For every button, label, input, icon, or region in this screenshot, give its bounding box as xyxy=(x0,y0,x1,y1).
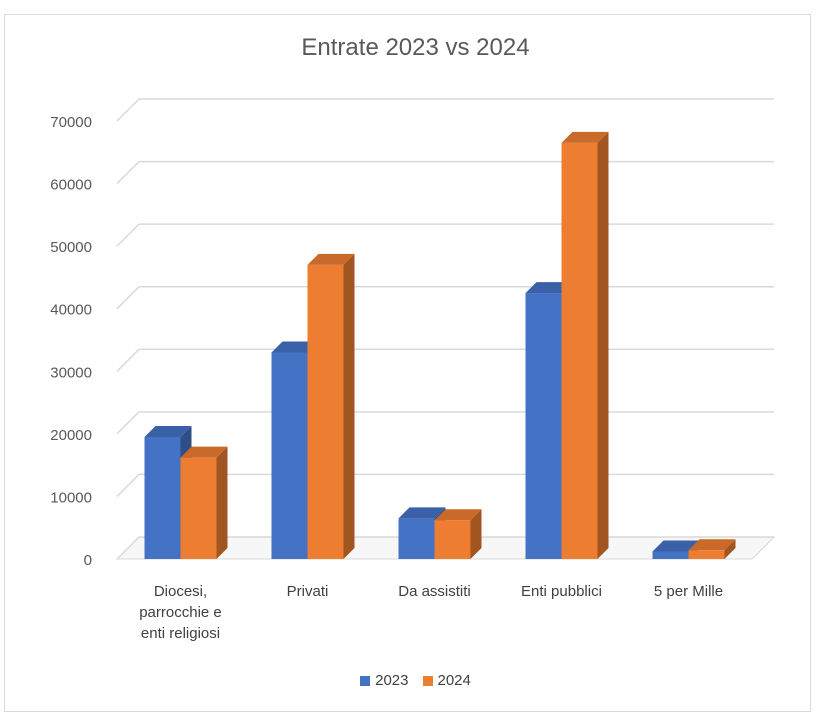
bar-2023 xyxy=(144,436,181,559)
bar-top xyxy=(180,446,228,458)
gridline-depth xyxy=(116,473,140,497)
bar-side xyxy=(724,539,736,559)
bar-top xyxy=(688,539,736,551)
category-label: Diocesi, xyxy=(154,583,207,600)
bar-2023 xyxy=(525,293,562,559)
category-label: enti religiosi xyxy=(141,625,220,642)
legend-swatch-2023 xyxy=(360,675,371,686)
bar-2024 xyxy=(307,264,344,559)
gridline-depth xyxy=(116,223,140,247)
gridline-depth xyxy=(116,161,140,185)
category-label: Enti pubblici xyxy=(521,583,602,600)
category-label: Privati xyxy=(287,583,329,600)
bar-side xyxy=(343,253,355,559)
y-tick-label: 40000 xyxy=(50,302,92,319)
gridline-depth xyxy=(116,411,140,435)
y-tick-label: 70000 xyxy=(50,114,92,131)
bar-2024 xyxy=(180,457,217,559)
legend: 2023 2024 xyxy=(0,672,831,689)
chart-title: Entrate 2023 vs 2024 xyxy=(301,34,530,61)
legend-label-2024: 2024 xyxy=(437,672,471,689)
y-tick-label: 60000 xyxy=(50,177,92,194)
gridline-depth xyxy=(116,536,140,560)
bar-top xyxy=(144,425,192,437)
bar-top xyxy=(398,507,446,519)
bar-side xyxy=(597,131,609,559)
category-label: parrocchie e xyxy=(139,604,222,621)
category-label: Da assistiti xyxy=(398,583,471,600)
y-tick-label: 30000 xyxy=(50,364,92,381)
bar-2023 xyxy=(271,352,308,559)
y-tick-label: 20000 xyxy=(50,427,92,444)
bar-side xyxy=(216,446,228,559)
legend-item-2024: 2024 xyxy=(422,672,471,689)
bar-top xyxy=(525,282,573,294)
gridline-depth xyxy=(116,98,140,122)
category-label: 5 per Mille xyxy=(654,583,723,600)
bar-2024 xyxy=(434,520,471,559)
y-tick-label: 10000 xyxy=(50,489,92,506)
bar-2023 xyxy=(652,551,689,559)
bar-2024 xyxy=(561,142,598,559)
bar-top xyxy=(434,509,482,521)
gridline-depth xyxy=(116,348,140,372)
y-tick-label: 0 xyxy=(84,552,92,569)
bar-top xyxy=(307,253,355,265)
chart-frame xyxy=(4,14,811,712)
bar-side xyxy=(470,509,482,559)
legend-swatch-2024 xyxy=(422,675,433,686)
legend-item-2023: 2023 xyxy=(360,672,409,689)
bar-2024 xyxy=(688,550,725,559)
gridline-depth xyxy=(116,286,140,310)
bar-top xyxy=(561,131,609,143)
bar-2023 xyxy=(398,518,435,559)
legend-label-2023: 2023 xyxy=(375,672,409,689)
y-tick-label: 50000 xyxy=(50,239,92,256)
bar-top xyxy=(271,341,319,353)
bar-top xyxy=(652,540,700,552)
